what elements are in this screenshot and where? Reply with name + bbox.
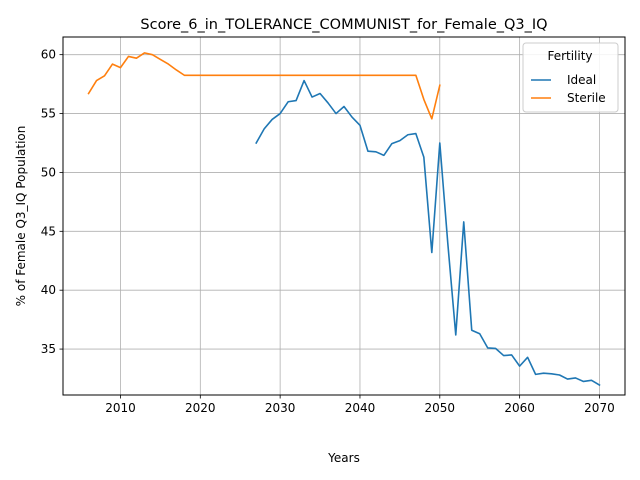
chart-title: Score_6_in_TOLERANCE_COMMUNIST_for_Femal… <box>140 17 547 33</box>
y-tick-label: 60 <box>41 48 56 62</box>
y-tick-label: 50 <box>41 165 56 179</box>
plot-area-frame <box>62 36 626 396</box>
grid-lines <box>63 37 625 395</box>
x-tick-label: 2020 <box>185 401 216 415</box>
x-tick-label: 2060 <box>504 401 535 415</box>
axis-ticks: 2010 2020 2030 2040 2050 2060 2070 35 40 45 50 55 60 <box>41 48 615 415</box>
x-tick-label: 2030 <box>265 401 296 415</box>
series-line-ideal <box>255 79 601 387</box>
y-tick-label: 35 <box>41 342 56 356</box>
legend-label-ideal: Ideal <box>567 73 596 87</box>
x-axis-label: Years <box>327 451 360 465</box>
legend-label-sterile: Sterile <box>567 91 606 105</box>
legend-box <box>522 42 619 113</box>
legend: Fertility Ideal Sterile <box>522 42 619 113</box>
y-tick-label: 45 <box>41 224 56 238</box>
y-axis-label: % of Female Q3_IQ Population <box>14 126 28 307</box>
x-tick-label: 2070 <box>584 401 615 415</box>
y-tick-label: 55 <box>41 107 56 121</box>
x-tick-label: 2050 <box>425 401 456 415</box>
series-lines <box>87 52 601 387</box>
series-line-sterile <box>87 52 441 120</box>
legend-title: Fertility <box>547 49 592 63</box>
x-tick-label: 2040 <box>345 401 376 415</box>
x-tick-label: 2010 <box>105 401 136 415</box>
y-tick-label: 40 <box>41 283 56 297</box>
